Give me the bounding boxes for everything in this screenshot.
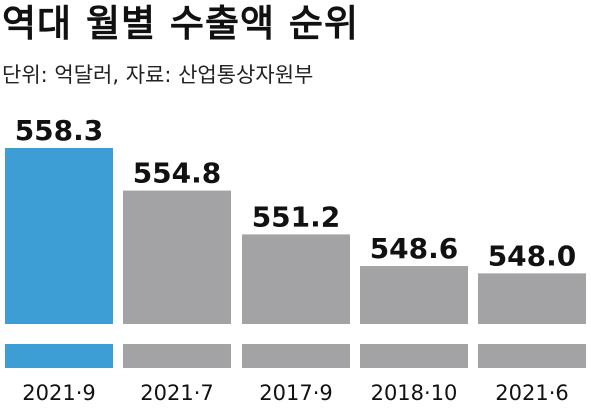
category-label-2: 2021·7 — [140, 381, 213, 405]
category-label-1: 2021·9 — [22, 381, 95, 405]
value-label-3: 551.2 — [252, 200, 341, 233]
category-label-4: 2018·10 — [371, 381, 458, 405]
bar-lower-2 — [123, 344, 231, 368]
bar-lower-1 — [5, 344, 113, 368]
bar-upper-4 — [360, 266, 468, 324]
bar-upper-1 — [5, 148, 113, 324]
bar-upper-3 — [242, 234, 350, 324]
value-label-5: 548.0 — [488, 239, 577, 272]
value-label-2: 554.8 — [133, 157, 222, 190]
bar-lower-5 — [478, 344, 586, 368]
category-label-3: 2017·9 — [259, 381, 332, 405]
bar-lower-3 — [242, 344, 350, 368]
category-label-5: 2021·6 — [495, 381, 568, 405]
bar-lower-4 — [360, 344, 468, 368]
chart-subtitle: 단위: 억달러, 자료: 산업통상자원부 — [2, 63, 314, 87]
bar-upper-5 — [478, 273, 586, 324]
chart-title: 역대 월별 수출액 순위 — [2, 2, 360, 45]
bar-upper-2 — [123, 190, 231, 324]
value-label-1: 558.3 — [15, 114, 104, 147]
value-label-4: 548.6 — [370, 232, 459, 265]
